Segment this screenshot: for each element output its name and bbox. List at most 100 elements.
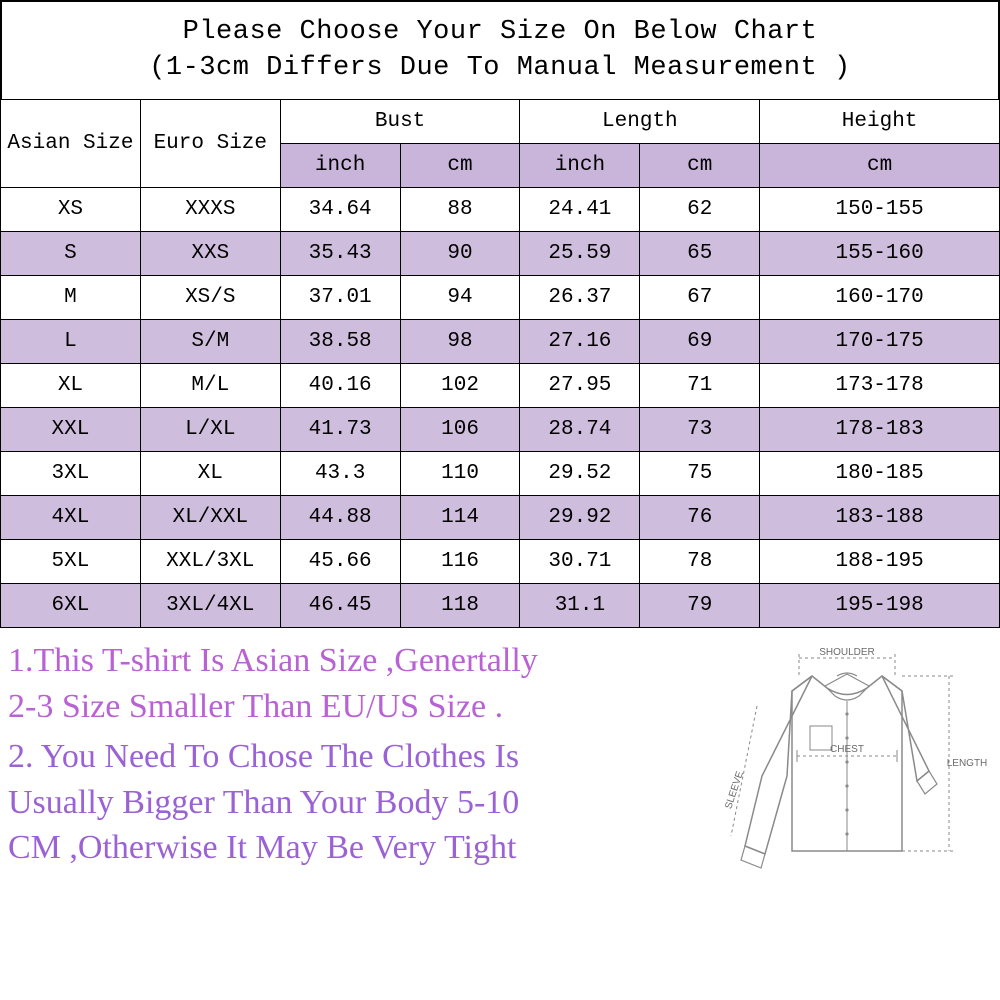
cell-bust_cm: 88 [400,187,520,231]
cell-asian: XXL [1,407,141,451]
col-euro-size: Euro Size [140,99,280,187]
cell-bust_in: 45.66 [280,539,400,583]
cell-euro: 3XL/4XL [140,583,280,627]
cell-len_in: 27.16 [520,319,640,363]
cell-euro: XXL/3XL [140,539,280,583]
table-row: XXLL/XL41.7310628.7473178-183 [1,407,1000,451]
cell-len_in: 31.1 [520,583,640,627]
note-2: 2. You Need To Chose The Clothes Is Usua… [8,734,712,872]
cell-bust_in: 34.64 [280,187,400,231]
table-row: XSXXXS34.648824.4162150-155 [1,187,1000,231]
cell-bust_cm: 94 [400,275,520,319]
cell-bust_cm: 114 [400,495,520,539]
table-row: MXS/S37.019426.3767160-170 [1,275,1000,319]
svg-text:LENGTH: LENGTH [947,758,988,769]
svg-text:CHEST: CHEST [830,744,864,755]
cell-asian: S [1,231,141,275]
cell-height: 183-188 [760,495,1000,539]
svg-text:SHOULDER: SHOULDER [819,647,875,658]
cell-height: 155-160 [760,231,1000,275]
cell-asian: 5XL [1,539,141,583]
cell-asian: 4XL [1,495,141,539]
cell-bust_in: 44.88 [280,495,400,539]
col-asian-size: Asian Size [1,99,141,187]
header-line2: (1-3cm Differs Due To Manual Measurement… [2,50,998,86]
col-bust-inch: inch [280,143,400,187]
shirt-diagram: SHOULDER CHEST LENGTH SLEEVE [712,638,992,881]
cell-height: 178-183 [760,407,1000,451]
cell-bust_in: 38.58 [280,319,400,363]
cell-asian: 3XL [1,451,141,495]
cell-euro: XXS [140,231,280,275]
cell-euro: S/M [140,319,280,363]
cell-len_in: 29.52 [520,451,640,495]
cell-bust_cm: 102 [400,363,520,407]
cell-height: 150-155 [760,187,1000,231]
svg-text:SLEEVE: SLEEVE [723,770,746,811]
cell-height: 195-198 [760,583,1000,627]
cell-bust_in: 37.01 [280,275,400,319]
table-row: 6XL3XL/4XL46.4511831.179195-198 [1,583,1000,627]
cell-len_cm: 75 [640,451,760,495]
col-length-inch: inch [520,143,640,187]
cell-bust_in: 41.73 [280,407,400,451]
col-height-cm: cm [760,143,1000,187]
cell-euro: M/L [140,363,280,407]
cell-len_cm: 62 [640,187,760,231]
cell-len_cm: 73 [640,407,760,451]
cell-len_cm: 69 [640,319,760,363]
cell-height: 188-195 [760,539,1000,583]
cell-len_cm: 65 [640,231,760,275]
cell-bust_cm: 106 [400,407,520,451]
table-row: LS/M38.589827.1669170-175 [1,319,1000,363]
size-table: Asian Size Euro Size Bust Length Height … [0,99,1000,628]
cell-len_in: 24.41 [520,187,640,231]
cell-bust_in: 46.45 [280,583,400,627]
cell-len_cm: 67 [640,275,760,319]
notes-area: 1.This T-shirt Is Asian Size ,Genertally… [0,628,1000,881]
cell-bust_cm: 98 [400,319,520,363]
note-1: 1.This T-shirt Is Asian Size ,Genertally… [8,638,712,730]
table-row: XLM/L40.1610227.9571173-178 [1,363,1000,407]
cell-len_cm: 79 [640,583,760,627]
cell-height: 170-175 [760,319,1000,363]
cell-bust_cm: 118 [400,583,520,627]
header: Please Choose Your Size On Below Chart (… [0,0,1000,99]
cell-len_in: 29.92 [520,495,640,539]
cell-euro: XL/XXL [140,495,280,539]
cell-asian: XS [1,187,141,231]
cell-euro: XXXS [140,187,280,231]
cell-asian: XL [1,363,141,407]
notes-text: 1.This T-shirt Is Asian Size ,Genertally… [8,638,712,881]
table-row: SXXS35.439025.5965155-160 [1,231,1000,275]
cell-len_in: 30.71 [520,539,640,583]
cell-euro: XS/S [140,275,280,319]
cell-bust_in: 43.3 [280,451,400,495]
cell-bust_cm: 116 [400,539,520,583]
cell-len_in: 26.37 [520,275,640,319]
cell-height: 160-170 [760,275,1000,319]
col-height: Height [760,99,1000,143]
header-row-1: Asian Size Euro Size Bust Length Height [1,99,1000,143]
col-length: Length [520,99,760,143]
col-bust: Bust [280,99,520,143]
header-line1: Please Choose Your Size On Below Chart [2,14,998,50]
cell-bust_cm: 110 [400,451,520,495]
col-length-cm: cm [640,143,760,187]
cell-len_in: 25.59 [520,231,640,275]
table-row: 5XLXXL/3XL45.6611630.7178188-195 [1,539,1000,583]
cell-bust_in: 35.43 [280,231,400,275]
cell-height: 173-178 [760,363,1000,407]
cell-len_cm: 78 [640,539,760,583]
size-chart-container: Please Choose Your Size On Below Chart (… [0,0,1000,1000]
table-row: 3XLXL43.311029.5275180-185 [1,451,1000,495]
cell-euro: XL [140,451,280,495]
table-row: 4XLXL/XXL44.8811429.9276183-188 [1,495,1000,539]
cell-asian: 6XL [1,583,141,627]
cell-euro: L/XL [140,407,280,451]
cell-len_in: 27.95 [520,363,640,407]
cell-bust_in: 40.16 [280,363,400,407]
cell-len_cm: 71 [640,363,760,407]
cell-len_in: 28.74 [520,407,640,451]
cell-asian: M [1,275,141,319]
